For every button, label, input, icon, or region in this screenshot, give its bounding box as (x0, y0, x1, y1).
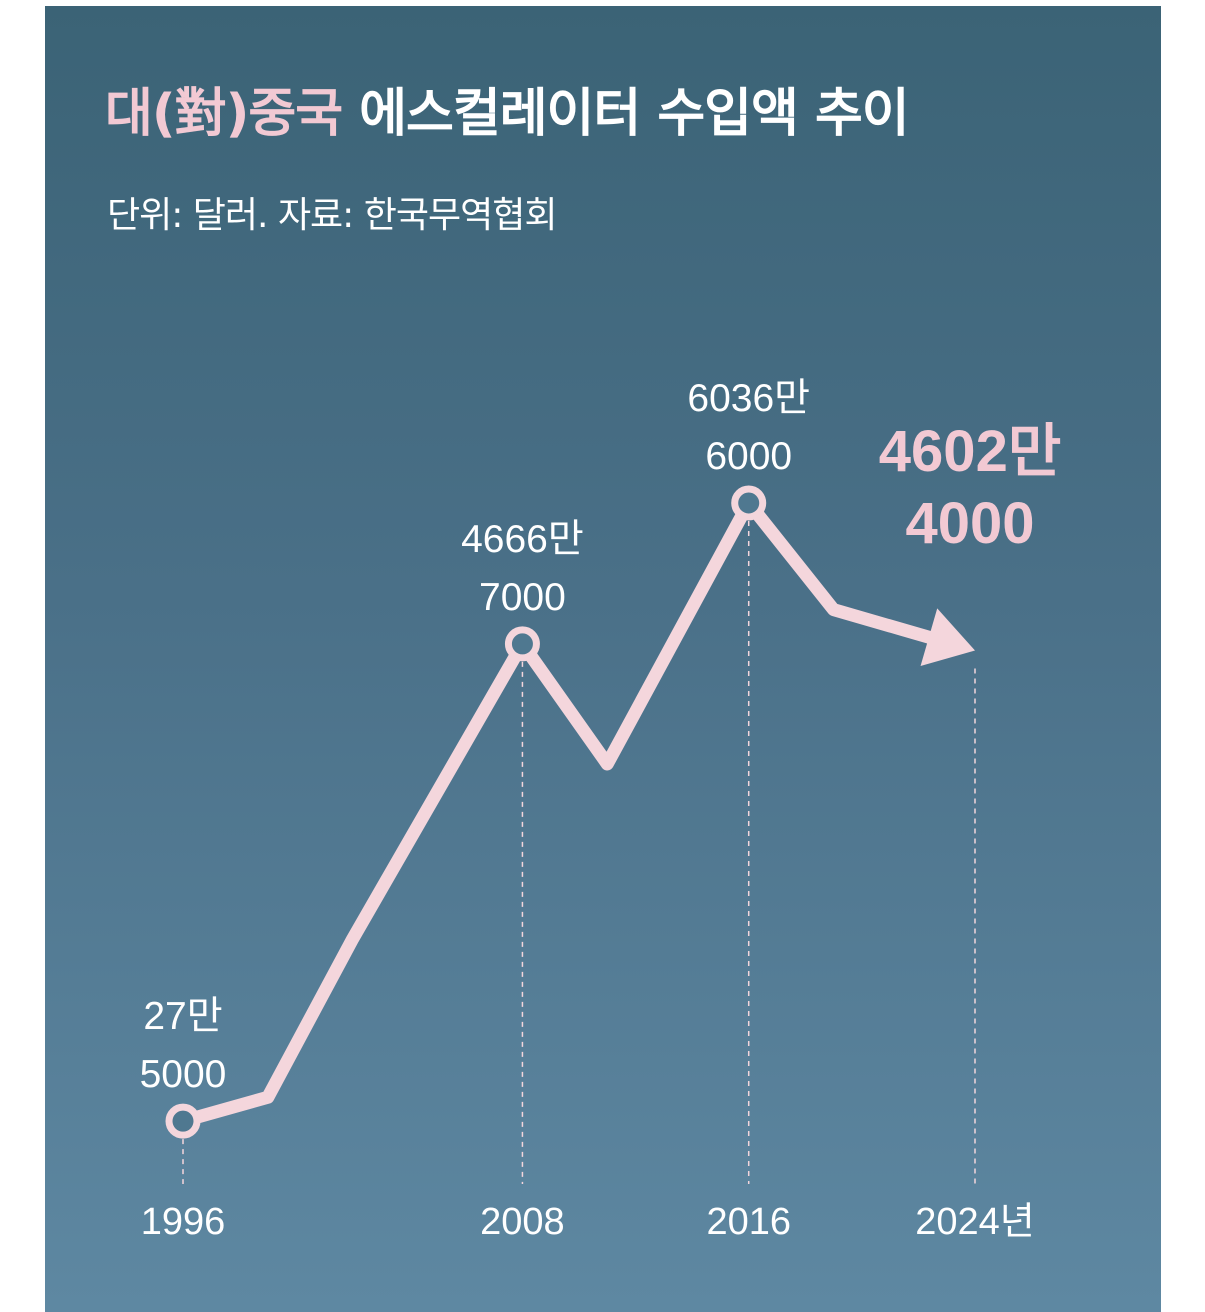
value-label-line1: 4602만 (879, 419, 1061, 484)
series-line (176, 496, 942, 1128)
line-chart: 27만 5000 4666만 7000 6036만 6000 4602만 4000 1996 20… (140, 377, 1062, 1243)
value-label-line1: 4666만 (461, 518, 584, 561)
x-tick-label-1996: 1996 (141, 1201, 226, 1243)
chart-panel: 대(對)중국 에스컬레이터 수입액 추이 단위: 달러. 자료: 한국무역협회 … (45, 6, 1161, 1312)
value-label-line1: 27만 (143, 995, 222, 1038)
chart-title-highlight: 대(對)중국 (105, 84, 343, 144)
value-label-2024: 4602만 4000 (879, 419, 1061, 556)
data-point-marker-2016 (731, 485, 767, 521)
chart-subtitle: 단위: 달러. 자료: 한국무역협회 (107, 195, 557, 236)
x-tick-label-2008: 2008 (480, 1201, 565, 1243)
trend-arrowhead (920, 608, 975, 667)
x-tick-label-2016: 2016 (706, 1201, 791, 1243)
chart-title-rest: 에스컬레이터 수입액 추이 (359, 84, 909, 144)
data-point-marker-1996 (165, 1103, 201, 1139)
value-label-line2: 6000 (705, 435, 792, 478)
x-tick-label-2024: 2024년 (915, 1201, 1035, 1243)
data-point-marker-2008 (504, 626, 540, 662)
chart-title: 대(對)중국 에스컬레이터 수입액 추이 (105, 88, 910, 140)
value-label-2016: 6036만 6000 (687, 377, 810, 478)
value-label-line2: 7000 (479, 576, 566, 619)
value-label-line2: 5000 (140, 1053, 227, 1096)
value-label-line2: 4000 (905, 491, 1034, 556)
value-label-2008: 4666만 7000 (461, 518, 584, 619)
value-label-1996: 27만 5000 (140, 995, 227, 1096)
value-label-line1: 6036만 (687, 377, 810, 420)
